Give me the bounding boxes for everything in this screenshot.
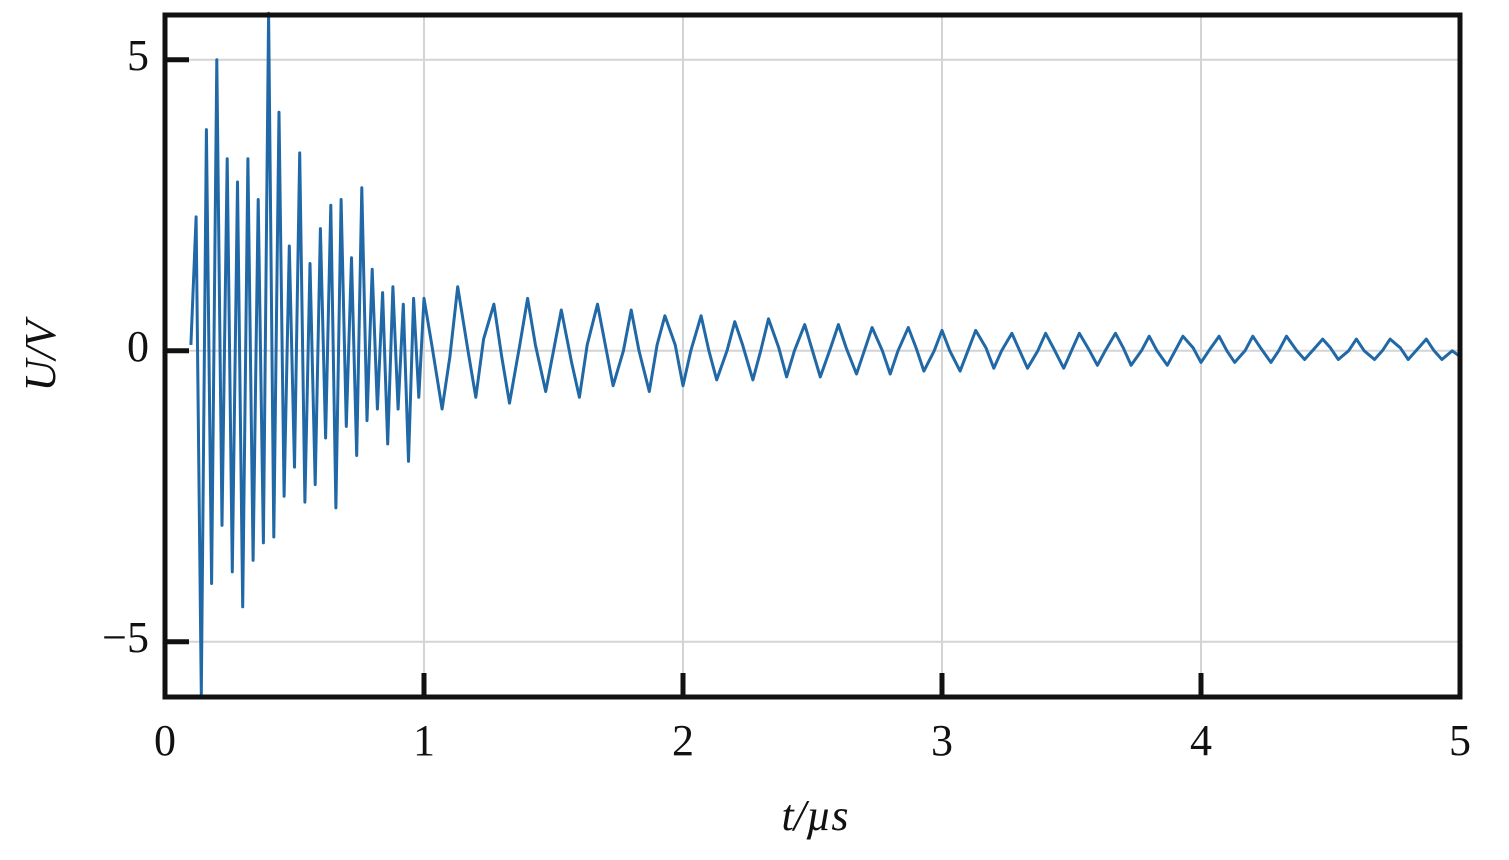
x-tick-label: 1 (413, 716, 435, 765)
x-tick-label: 4 (1190, 716, 1212, 765)
x-tick-label: 0 (154, 716, 176, 765)
x-axis-label: t/µs (782, 791, 849, 840)
y-tick-label: 0 (127, 322, 149, 371)
y-tick-label: 5 (127, 31, 149, 80)
x-tick-label: 5 (1449, 716, 1471, 765)
x-tick-label: 2 (672, 716, 694, 765)
plot-frame (162, 12, 1463, 700)
x-tick-label: 3 (931, 716, 953, 765)
y-axis-label: U/V (16, 315, 65, 391)
data-line (189, 11, 1461, 696)
y-tick-label: −5 (102, 613, 149, 662)
